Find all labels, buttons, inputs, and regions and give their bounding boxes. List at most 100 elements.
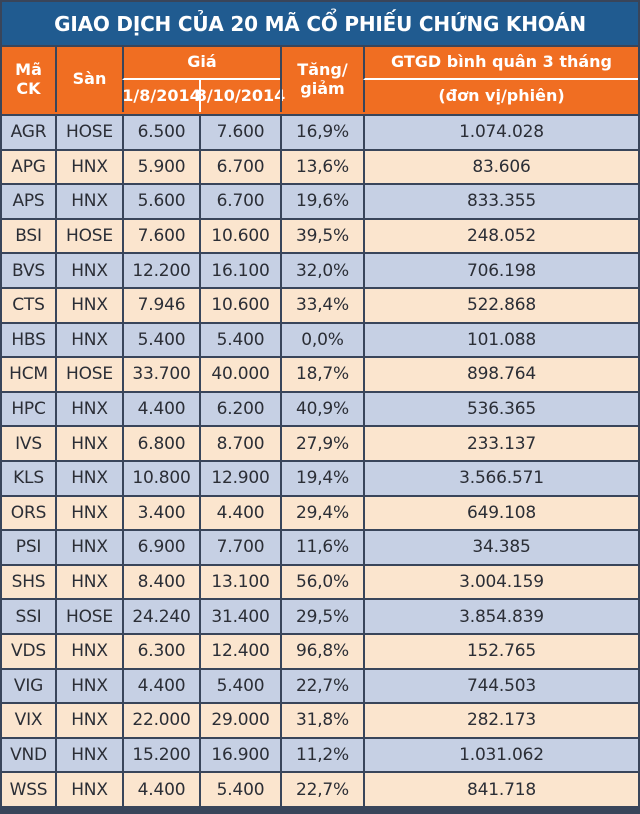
cell-gtgd-value: 898.764	[365, 358, 638, 391]
header-cell-date2: 8/10/2014	[196, 80, 285, 112]
cell-price-date2: 10.600	[201, 219, 280, 253]
cell-exchange: HNX	[57, 565, 122, 599]
cell-price-date1: 4.400	[124, 773, 199, 806]
cell-stock-code: ORS	[2, 496, 55, 530]
cell-change-percent: 19,4%	[282, 461, 363, 495]
cell-change-percent: 29,5%	[282, 600, 363, 633]
cell-stock-code: APS	[2, 185, 55, 218]
cell-change-percent: 16,9%	[282, 116, 363, 149]
cell-change-percent: 22,7%	[282, 669, 363, 703]
cell-gtgd-value: 101.088	[365, 323, 638, 357]
cell-gtgd-value: 649.108	[365, 496, 638, 530]
cell-gtgd-value: 522.868	[365, 288, 638, 322]
cell-change-percent: 22,7%	[282, 773, 363, 806]
cell-gtgd-value: 536.365	[365, 392, 638, 426]
cell-price-date1: 12.200	[124, 254, 199, 287]
cell-stock-code: APG	[2, 150, 55, 184]
cell-stock-code: HPC	[2, 392, 55, 426]
table-title: GIAO DỊCH CỦA 20 MÃ CỔ PHIẾU CHỨNG KHOÁN	[2, 2, 638, 45]
cell-change-percent: 33,4%	[282, 288, 363, 322]
cell-price-date1: 3.400	[124, 496, 199, 530]
cell-stock-code: HCM	[2, 358, 55, 391]
cell-change-percent: 0,0%	[282, 323, 363, 357]
cell-stock-code: VND	[2, 738, 55, 772]
cell-stock-code: HBS	[2, 323, 55, 357]
header-cell-exchange: Sàn	[55, 47, 122, 112]
cell-price-date2: 16.100	[201, 254, 280, 287]
cell-stock-code: VIG	[2, 669, 55, 703]
cell-price-date2: 12.900	[201, 461, 280, 495]
cell-change-percent: 11,6%	[282, 531, 363, 564]
cell-gtgd-value: 706.198	[365, 254, 638, 287]
cell-stock-code: AGR	[2, 116, 55, 149]
header-cell-gtgd-unit: (đơn vị/phiên)	[363, 80, 638, 112]
cell-gtgd-value: 1.031.062	[365, 738, 638, 772]
cell-gtgd-value: 282.173	[365, 704, 638, 737]
cell-stock-code: CTS	[2, 288, 55, 322]
cell-change-percent: 11,2%	[282, 738, 363, 772]
cell-change-percent: 96,8%	[282, 634, 363, 668]
cell-gtgd-value: 34.385	[365, 531, 638, 564]
cell-gtgd-value: 841.718	[365, 773, 638, 806]
header-cell-change: Tăng/ giảm	[280, 47, 363, 112]
cell-price-date1: 8.400	[124, 565, 199, 599]
cell-price-date1: 5.900	[124, 150, 199, 184]
cell-gtgd-value: 233.137	[365, 427, 638, 460]
cell-exchange: HNX	[57, 288, 122, 322]
cell-gtgd-value: 1.074.028	[365, 116, 638, 149]
cell-price-date1: 24.240	[124, 600, 199, 633]
cell-exchange: HNX	[57, 634, 122, 668]
cell-gtgd-value: 248.052	[365, 219, 638, 253]
table-title-text: GIAO DỊCH CỦA 20 MÃ CỔ PHIẾU CHỨNG KHOÁN	[54, 11, 586, 36]
header-cell-stock-code: Mã CK	[15, 60, 42, 98]
cell-gtgd-value: 3.004.159	[365, 565, 638, 599]
header-change-line2: giảm	[300, 78, 345, 98]
cell-price-date2: 7.600	[201, 116, 280, 149]
cell-price-date2: 29.000	[201, 704, 280, 737]
header-cell-gtgd: GTGD bình quân 3 tháng	[363, 47, 638, 80]
cell-gtgd-value: 83.606	[365, 150, 638, 184]
cell-exchange: HNX	[57, 531, 122, 564]
cell-price-date1: 6.300	[124, 634, 199, 668]
cell-stock-code: BVS	[2, 254, 55, 287]
cell-change-percent: 39,5%	[282, 219, 363, 253]
cell-exchange: HNX	[57, 392, 122, 426]
cell-change-percent: 29,4%	[282, 496, 363, 530]
header-cell-price-group: Giá	[122, 47, 280, 80]
cell-exchange: HNX	[57, 427, 122, 460]
cell-price-date2: 6.700	[201, 185, 280, 218]
cell-stock-code: VDS	[2, 634, 55, 668]
cell-price-date1: 4.400	[124, 392, 199, 426]
cell-price-date2: 7.700	[201, 531, 280, 564]
cell-price-date2: 5.400	[201, 669, 280, 703]
cell-price-date1: 15.200	[124, 738, 199, 772]
cell-exchange: HNX	[57, 704, 122, 737]
cell-price-date1: 7.600	[124, 219, 199, 253]
cell-stock-code: IVS	[2, 427, 55, 460]
cell-change-percent: 40,9%	[282, 392, 363, 426]
cell-exchange: HNX	[57, 323, 122, 357]
cell-price-date1: 4.400	[124, 669, 199, 703]
cell-price-date2: 6.700	[201, 150, 280, 184]
cell-stock-code: KLS	[2, 461, 55, 495]
cell-gtgd-value: 152.765	[365, 634, 638, 668]
cell-exchange: HNX	[57, 254, 122, 287]
cell-exchange: HNX	[57, 773, 122, 806]
cell-exchange: HNX	[57, 150, 122, 184]
cell-price-date2: 12.400	[201, 634, 280, 668]
cell-price-date1: 33.700	[124, 358, 199, 391]
cell-stock-code: PSI	[2, 531, 55, 564]
cell-change-percent: 19,6%	[282, 185, 363, 218]
cell-change-percent: 27,9%	[282, 427, 363, 460]
cell-price-date1: 6.500	[124, 116, 199, 149]
cell-gtgd-value: 3.566.571	[365, 461, 638, 495]
cell-exchange: HOSE	[57, 219, 122, 253]
cell-price-date2: 4.400	[201, 496, 280, 530]
cell-price-date2: 10.600	[201, 288, 280, 322]
cell-price-date2: 5.400	[201, 773, 280, 806]
cell-exchange: HNX	[57, 461, 122, 495]
cell-price-date2: 5.400	[201, 323, 280, 357]
cell-price-date2: 6.200	[201, 392, 280, 426]
cell-price-date1: 22.000	[124, 704, 199, 737]
cell-price-date1: 7.946	[124, 288, 199, 322]
